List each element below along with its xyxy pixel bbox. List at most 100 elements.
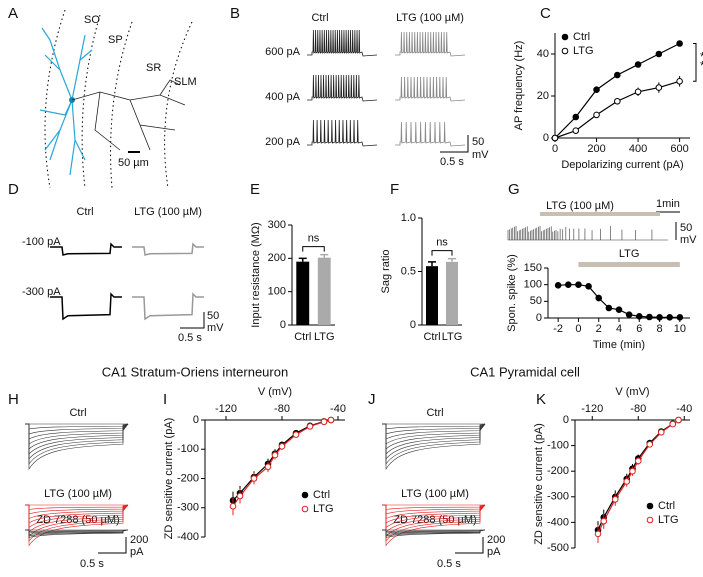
panel-label: B xyxy=(230,5,240,22)
scale-bar xyxy=(455,537,484,554)
x-tick-label: Ctrl xyxy=(294,331,311,343)
neuron-drawing xyxy=(39,9,193,189)
y-axis-label: Sag ratio xyxy=(380,249,392,293)
treatment-label: LTG xyxy=(619,248,640,260)
panel-label: G xyxy=(508,181,520,198)
scale-bar xyxy=(440,135,469,153)
section-title: CA1 Stratum-Oriens interneuron xyxy=(102,364,288,379)
trace xyxy=(382,423,486,471)
trace xyxy=(395,121,466,147)
legend-marker xyxy=(561,47,569,55)
x-axis-label: V (mV) xyxy=(615,386,649,398)
x-tick-label: 6 xyxy=(636,323,642,335)
trace xyxy=(50,292,122,321)
marker xyxy=(634,88,642,96)
y-tick-label: -300 xyxy=(177,502,199,514)
marker xyxy=(306,423,314,430)
y-tick-label: 300 xyxy=(268,219,286,231)
bar xyxy=(426,266,438,325)
x-tick-label: Ctrl xyxy=(423,331,440,343)
x-tick-label: 8 xyxy=(657,323,663,335)
x-axis-label: V (mV) xyxy=(258,386,292,398)
bar xyxy=(317,257,331,325)
marker xyxy=(666,314,674,321)
x-tick-label: -80 xyxy=(274,403,290,415)
marker xyxy=(593,111,600,119)
panel-label: C xyxy=(540,5,551,22)
panel-label: K xyxy=(536,391,546,408)
legend-label: Ctrl xyxy=(573,31,590,43)
marker xyxy=(669,420,677,428)
panel-label: H xyxy=(8,391,19,408)
scale-label: 50 µm xyxy=(118,157,149,169)
y-tick-label: 200 xyxy=(268,252,286,264)
marker xyxy=(575,281,582,288)
marker xyxy=(605,304,613,312)
x-tick-label: 200 xyxy=(587,143,605,155)
trace-label: ZD 7288 (50 µM) xyxy=(36,514,119,526)
marker xyxy=(585,283,592,290)
legend-label: LTG xyxy=(573,45,594,57)
trace xyxy=(307,74,378,102)
trace xyxy=(25,504,129,515)
y-tick-label: 0 xyxy=(410,319,416,331)
y-axis-label: Input resistance (MΩ) xyxy=(250,222,262,327)
marker xyxy=(229,502,237,510)
significance-bracket xyxy=(302,246,325,252)
y-tick-label: 100 xyxy=(268,286,286,298)
marker xyxy=(656,314,663,321)
y-tick-label: 150 xyxy=(524,262,542,274)
panel-label: A xyxy=(8,5,18,22)
marker xyxy=(676,40,683,47)
trace-label: ZD 7288 (50 µM) xyxy=(393,514,476,526)
treatment-bar xyxy=(578,262,680,267)
significance-bracket xyxy=(693,43,697,82)
legend-marker xyxy=(301,491,309,499)
legend-marker xyxy=(646,502,654,510)
scale-label: mV xyxy=(680,234,697,246)
marker xyxy=(292,431,300,438)
panel-label: F xyxy=(390,181,399,198)
trace-label: Ctrl xyxy=(69,407,86,419)
current-label: -300 pA xyxy=(22,286,61,298)
marker xyxy=(250,475,258,482)
scale-label: 200 xyxy=(487,534,505,546)
x-tick-label: 0 xyxy=(552,143,558,155)
section-title: CA1 Pyramidal cell xyxy=(470,364,580,379)
y-tick-label: 0 xyxy=(193,414,199,426)
marker xyxy=(676,314,684,321)
y-axis-label: ZD sensitive current (pA) xyxy=(163,418,175,540)
bar xyxy=(446,261,458,325)
panel-label: E xyxy=(250,181,260,198)
marker xyxy=(675,416,682,424)
current-label: -100 pA xyxy=(22,236,61,248)
x-tick-label: -40 xyxy=(676,403,692,415)
scale-label: pA xyxy=(487,546,501,558)
trace xyxy=(25,504,129,547)
y-tick-label: -100 xyxy=(547,440,569,452)
trace xyxy=(50,242,122,256)
scale-label: 1min xyxy=(656,198,680,210)
legend-label: Ctrl xyxy=(658,500,675,512)
legend-label: LTG xyxy=(658,514,679,526)
scale-label: 0.5 s xyxy=(178,332,202,344)
x-tick-label: -120 xyxy=(215,403,237,415)
scale-label: 0.5 s xyxy=(80,558,104,570)
marker xyxy=(593,86,600,93)
y-tick-label: -300 xyxy=(547,491,569,503)
marker xyxy=(320,418,328,426)
y-tick-label: 20 xyxy=(537,90,549,102)
significance-label: ns xyxy=(308,233,320,245)
drug-label: LTG (100 µM) xyxy=(546,200,614,212)
y-tick-label: 0.5 xyxy=(401,265,416,277)
legend-marker xyxy=(646,516,654,524)
trace xyxy=(382,529,486,538)
condition-label: Ctrl xyxy=(76,206,93,218)
trace xyxy=(25,423,129,471)
scale-bar xyxy=(98,537,127,554)
y-tick-label: 0 xyxy=(543,132,549,144)
marker xyxy=(271,451,279,459)
significance-bracket xyxy=(431,250,453,256)
legend-label: LTG xyxy=(313,503,334,515)
x-tick-label: 0 xyxy=(575,323,581,335)
